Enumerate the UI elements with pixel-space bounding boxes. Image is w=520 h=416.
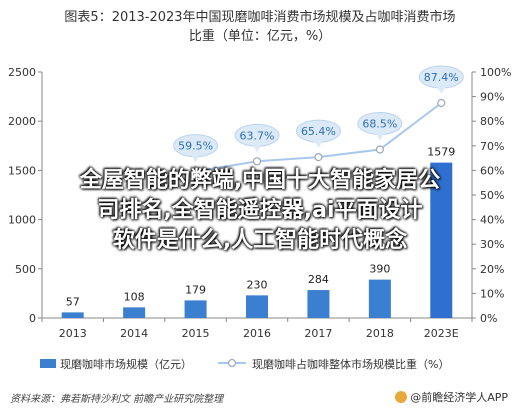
bar-value-label: 108 <box>124 290 145 303</box>
share-value-label: 59.5% <box>178 140 213 153</box>
x-tick-label: 2023E <box>424 327 459 340</box>
y-right-tick-label: 20% <box>480 263 504 276</box>
y-left-tick-label: 2500 <box>8 66 36 79</box>
watermark-overlay-text: 全屋智能的弊端,中国十大智能家居公 司排名,全智能遥控器,ai平面设计 软件是什… <box>2 166 518 256</box>
brand-logo-icon <box>395 391 408 403</box>
bar <box>430 162 453 318</box>
y-left-tick-label: 1000 <box>8 214 36 227</box>
y-right-tick-label: 60% <box>480 164 504 177</box>
bar <box>61 312 84 318</box>
share-value-label: 65.4% <box>301 125 336 138</box>
y-right-tick-label: 10% <box>480 287 504 300</box>
y-right-tick-label: 100% <box>480 66 511 79</box>
y-left-tick-label: 500 <box>15 263 36 276</box>
overlay-line-1: 全屋智能的弊端,中国十大智能家居公 <box>79 168 441 193</box>
share-value-label: 68.5% <box>362 117 397 130</box>
chart-title: 图表5：2013-2023年中国现磨咖啡消费市场规模及占咖啡消费市场 比重（单位… <box>0 8 520 46</box>
share-point <box>375 145 384 154</box>
y-right-tick-label: 50% <box>480 189 504 202</box>
share-label-pointer <box>191 155 200 163</box>
bar-value-label: 284 <box>308 273 329 286</box>
y-left-tick-label: 1500 <box>8 164 36 177</box>
x-tick-label: 2014 <box>120 327 148 340</box>
source-note: 资料来源：弗若斯特沙利文 前瞻产业研究院整理 <box>10 394 224 405</box>
legend-line-label: 现磨咖啡占咖啡整体市场规模比重（%） <box>252 357 449 371</box>
bar-value-label: 57 <box>66 295 80 308</box>
y-right-tick-label: 40% <box>480 214 504 227</box>
legend-bar-label: 现磨咖啡市场规模（亿元） <box>60 357 192 371</box>
x-tick-label: 2015 <box>182 327 210 340</box>
share-label-pointer <box>314 141 323 149</box>
share-point <box>437 98 446 108</box>
share-point <box>252 157 262 166</box>
y-right-tick-label: 70% <box>480 140 504 153</box>
share-label-pointer <box>437 86 446 94</box>
x-tick-label: 2013 <box>59 327 87 340</box>
share-value-label: 87.4% <box>424 71 459 84</box>
x-tick-label: 2017 <box>304 327 332 340</box>
bar <box>368 279 391 318</box>
overlay-line-3: 软件是什么,人工智能时代概念 <box>112 228 408 253</box>
y-left-tick-label: 2000 <box>8 115 36 128</box>
share-point <box>191 167 200 176</box>
legend-bar-swatch <box>40 359 56 368</box>
bar <box>307 290 330 318</box>
bar-value-label: 230 <box>247 278 268 291</box>
x-tick-label: 2018 <box>366 327 394 340</box>
overlay-line-2: 司排名,全智能遥控器,ai平面设计 <box>97 198 423 223</box>
y-right-tick-label: 0% <box>480 312 497 325</box>
y-right-tick-label: 90% <box>480 91 504 104</box>
x-tick-label: 2016 <box>243 327 271 340</box>
share-value-label: 63.7% <box>240 129 275 142</box>
bar <box>123 307 146 318</box>
y-left-tick-label: 0 <box>29 312 36 325</box>
y-right-tick-label: 30% <box>480 238 504 251</box>
legend-line-marker <box>227 358 237 368</box>
chart-title-line2: 比重（单位：亿元，%） <box>188 29 332 44</box>
brand-text: @前瞻经济学人APP <box>410 391 508 404</box>
chart-title-line1: 图表5：2013-2023年中国现磨咖啡消费市场规模及占咖啡消费市场 <box>64 10 456 25</box>
bar-value-label: 1579 <box>427 146 455 159</box>
share-label-pointer <box>253 145 261 153</box>
share-point <box>314 153 323 162</box>
bar-value-label: 390 <box>369 263 390 276</box>
bar <box>184 300 207 318</box>
share-label-pointer <box>375 133 384 141</box>
bar-value-label: 179 <box>185 283 206 296</box>
brand-label: @前瞻经济学人APP <box>395 389 508 405</box>
y-right-tick-label: 80% <box>480 115 504 128</box>
bar <box>246 295 268 318</box>
